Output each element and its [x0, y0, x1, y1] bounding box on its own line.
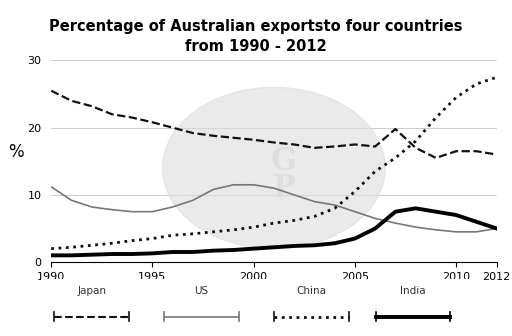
Text: Percentage of Australian exportsto four countries
from 1990 - 2012: Percentage of Australian exportsto four … — [49, 19, 463, 54]
Text: US: US — [195, 286, 209, 296]
Text: China: China — [297, 286, 327, 296]
FancyBboxPatch shape — [28, 277, 495, 334]
Text: Japan: Japan — [77, 286, 106, 296]
Text: P: P — [272, 173, 295, 204]
Y-axis label: %: % — [8, 143, 24, 161]
Ellipse shape — [162, 87, 385, 249]
Text: India: India — [400, 286, 426, 296]
Text: G: G — [271, 146, 297, 177]
